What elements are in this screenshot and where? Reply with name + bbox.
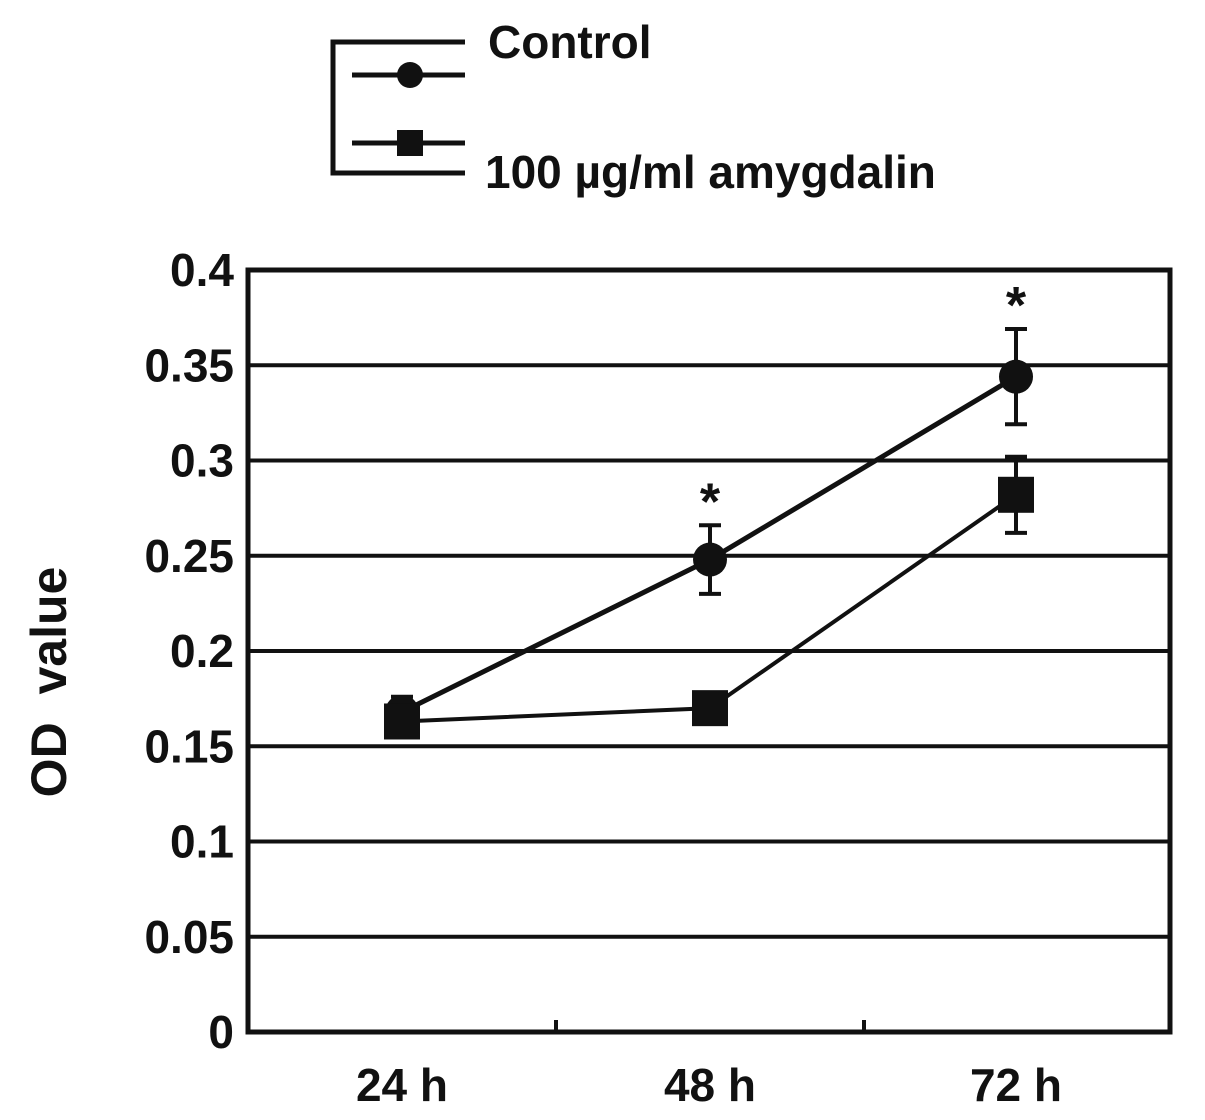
y-tick-label: 0 <box>208 1006 234 1058</box>
series-layer: ** <box>384 277 1034 740</box>
y-axis-title-group: OD value <box>21 567 77 798</box>
y-tick-label: 0.3 <box>170 435 234 487</box>
y-axis-title: OD value <box>21 567 77 798</box>
y-tick-label: 0.35 <box>144 339 234 391</box>
significance-marker: * <box>700 473 721 531</box>
plot-frame <box>245 267 1173 1035</box>
y-tick-label: 0.25 <box>144 530 234 582</box>
legend-marker-amygdalin <box>397 130 423 156</box>
legend-label-amygdalin: 100 µg/ml amygdalin <box>485 146 936 198</box>
data-point-square <box>692 690 728 727</box>
x-tick-label: 48 h <box>664 1059 756 1111</box>
legend: Control 100 µg/ml amygdalin <box>330 16 936 198</box>
x-tick-label: 24 h <box>356 1059 448 1111</box>
legend-marker-control <box>397 62 423 88</box>
significance-marker: * <box>1006 277 1027 335</box>
y-tick-labels: 0 0.05 0.1 0.15 0.2 0.25 0.3 0.35 0.4 <box>144 244 234 1058</box>
data-point-circle <box>999 359 1033 394</box>
series-control: ** <box>385 277 1033 730</box>
data-point-square <box>998 476 1034 513</box>
data-point-square <box>384 703 420 740</box>
y-tick-label: 0.05 <box>144 911 234 963</box>
y-tick-label: 0.4 <box>170 244 234 296</box>
legend-label-control: Control <box>488 16 652 68</box>
x-tick-labels: 24 h 48 h 72 h <box>356 1059 1062 1111</box>
y-tick-label: 0.2 <box>170 625 234 677</box>
series-amygdalin <box>384 454 1034 740</box>
x-tick-label: 72 h <box>970 1059 1062 1111</box>
y-tick-label: 0.1 <box>170 816 234 868</box>
data-point-circle <box>693 542 727 577</box>
legend-bracket <box>330 39 465 176</box>
y-tick-label: 0.15 <box>144 720 234 772</box>
